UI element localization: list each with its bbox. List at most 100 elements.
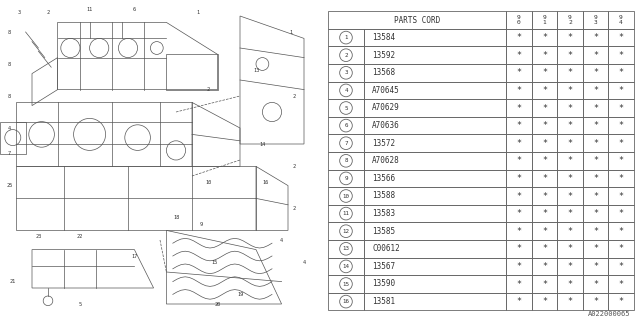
Text: *: * [542, 103, 547, 113]
Text: 16: 16 [342, 299, 349, 304]
Text: 13592: 13592 [372, 51, 396, 60]
Bar [532, 258, 557, 275]
Text: 5: 5 [79, 301, 81, 307]
Bar [532, 46, 557, 64]
Text: *: * [542, 244, 547, 253]
Bar [608, 134, 634, 152]
Text: 8: 8 [344, 158, 348, 163]
Bar [506, 99, 532, 117]
Bar [506, 275, 532, 293]
Text: 17: 17 [131, 253, 138, 259]
Text: *: * [593, 139, 598, 148]
Text: *: * [568, 279, 572, 289]
Bar [608, 293, 634, 310]
Text: *: * [516, 174, 522, 183]
Bar [328, 222, 364, 240]
Text: *: * [516, 279, 522, 289]
Text: *: * [516, 227, 522, 236]
Text: *: * [593, 51, 598, 60]
Bar [328, 152, 364, 170]
Bar [328, 240, 364, 258]
Bar [328, 170, 364, 187]
Text: 22: 22 [77, 234, 83, 239]
Text: *: * [568, 51, 572, 60]
Text: *: * [618, 209, 623, 218]
Text: 12: 12 [342, 229, 349, 234]
Bar [582, 170, 608, 187]
Text: 2: 2 [207, 87, 209, 92]
Bar [328, 134, 364, 152]
Bar [506, 240, 532, 258]
Text: A70636: A70636 [372, 121, 400, 130]
Text: *: * [568, 262, 572, 271]
Text: *: * [618, 297, 623, 306]
Text: *: * [516, 33, 522, 42]
Text: 25: 25 [6, 183, 13, 188]
Text: *: * [593, 68, 598, 77]
Bar [582, 117, 608, 134]
Bar [364, 82, 506, 99]
Bar [557, 187, 582, 205]
Bar [608, 152, 634, 170]
Bar [557, 117, 582, 134]
Text: 11: 11 [86, 7, 93, 12]
Bar [328, 117, 364, 134]
Text: *: * [618, 244, 623, 253]
Text: A70645: A70645 [372, 86, 400, 95]
Bar [557, 222, 582, 240]
Bar [557, 240, 582, 258]
Bar [582, 134, 608, 152]
Text: 1: 1 [197, 10, 200, 15]
Text: 7: 7 [8, 151, 11, 156]
Bar [532, 170, 557, 187]
Bar [582, 222, 608, 240]
Text: 13566: 13566 [372, 174, 396, 183]
Text: 15: 15 [211, 260, 218, 265]
Text: 23: 23 [35, 234, 42, 239]
Text: 14: 14 [259, 141, 266, 147]
Bar [532, 99, 557, 117]
Text: *: * [618, 51, 623, 60]
Text: *: * [516, 244, 522, 253]
Text: 10: 10 [205, 180, 211, 185]
Text: 3: 3 [18, 10, 20, 15]
Bar [364, 293, 506, 310]
Bar [506, 46, 532, 64]
Text: *: * [618, 227, 623, 236]
Text: 2: 2 [344, 53, 348, 58]
Text: *: * [618, 121, 623, 130]
Bar [582, 46, 608, 64]
Bar [532, 152, 557, 170]
Bar [582, 29, 608, 46]
Text: 4: 4 [344, 88, 348, 93]
Bar [608, 64, 634, 82]
Bar [557, 134, 582, 152]
Text: *: * [542, 156, 547, 165]
Bar [608, 29, 634, 46]
Bar [608, 46, 634, 64]
Bar [608, 187, 634, 205]
Bar [532, 187, 557, 205]
Text: 13: 13 [253, 68, 259, 73]
Text: *: * [568, 209, 572, 218]
Text: 5: 5 [344, 106, 348, 110]
Text: 19: 19 [237, 292, 243, 297]
Bar [582, 152, 608, 170]
Text: *: * [542, 297, 547, 306]
Bar [557, 46, 582, 64]
Text: *: * [542, 191, 547, 201]
Text: *: * [516, 191, 522, 201]
Bar [506, 170, 532, 187]
Text: 9: 9 [344, 176, 348, 181]
Bar [557, 152, 582, 170]
Text: *: * [593, 227, 598, 236]
Bar [506, 222, 532, 240]
Text: A022000065: A022000065 [588, 311, 630, 317]
Text: 2: 2 [293, 93, 296, 99]
Text: 8: 8 [8, 29, 11, 35]
Text: *: * [568, 86, 572, 95]
Text: 2: 2 [293, 205, 296, 211]
Text: *: * [542, 279, 547, 289]
Text: *: * [568, 68, 572, 77]
Text: *: * [593, 86, 598, 95]
